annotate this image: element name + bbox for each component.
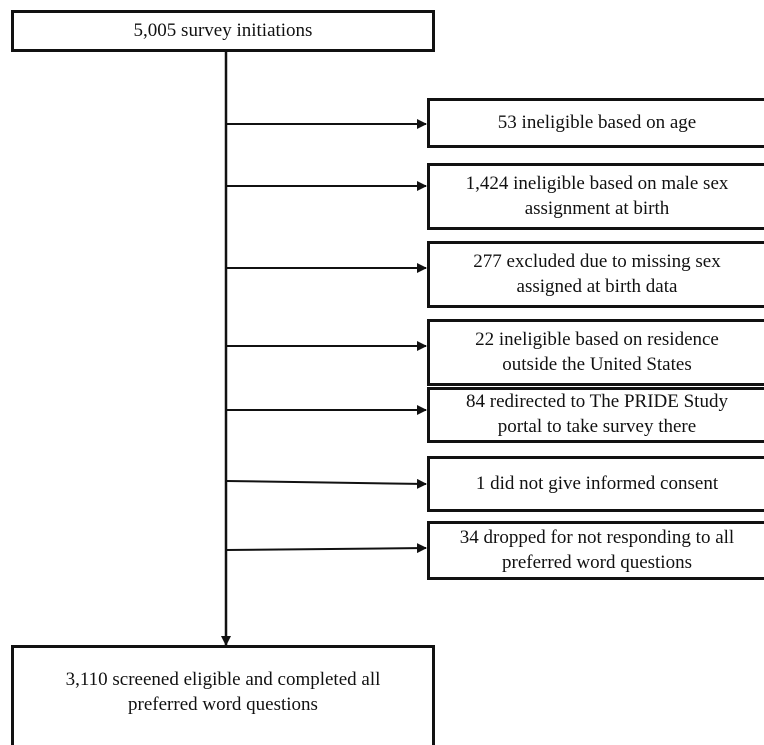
survey-initiations-label: 5,005 survey initiations — [133, 19, 313, 41]
exclusion-arrow — [225, 478, 427, 489]
exclusion-label: 22 ineligible based on residence outside… — [475, 328, 719, 375]
exclusion-label: 277 excluded due to missing sex assigned… — [473, 250, 721, 297]
exclusion-box-dropped: 34 dropped for not responding to all pre… — [427, 521, 764, 580]
exclusion-label: 1,424 ineligible based on male sex assig… — [465, 172, 729, 219]
exclusion-box-consent: 1 did not give informed consent — [427, 456, 764, 512]
final-sample-box: 3,110 screened eligible and completed al… — [11, 645, 435, 745]
exclusion-label: 53 ineligible based on age — [497, 111, 697, 133]
exclusion-label: 1 did not give informed consent — [475, 472, 719, 494]
exclusion-box-residence: 22 ineligible based on residence outside… — [427, 319, 764, 386]
exclusion-box-missing-sex: 277 excluded due to missing sex assigned… — [427, 241, 764, 308]
exclusion-box-male-sex: 1,424 ineligible based on male sex assig… — [427, 163, 764, 230]
exclusion-box-age: 53 ineligible based on age — [427, 98, 764, 148]
exclusion-label: 34 dropped for not responding to all pre… — [459, 526, 735, 573]
exclusion-arrow — [225, 543, 427, 554]
exclusion-label: 84 redirected to The PRIDE Study portal … — [466, 391, 728, 437]
exclusion-box-pride-redirect: 84 redirected to The PRIDE Study portal … — [427, 387, 764, 443]
survey-initiations-box: 5,005 survey initiations — [11, 10, 435, 52]
final-sample-label: 3,110 screened eligible and completed al… — [65, 669, 381, 715]
